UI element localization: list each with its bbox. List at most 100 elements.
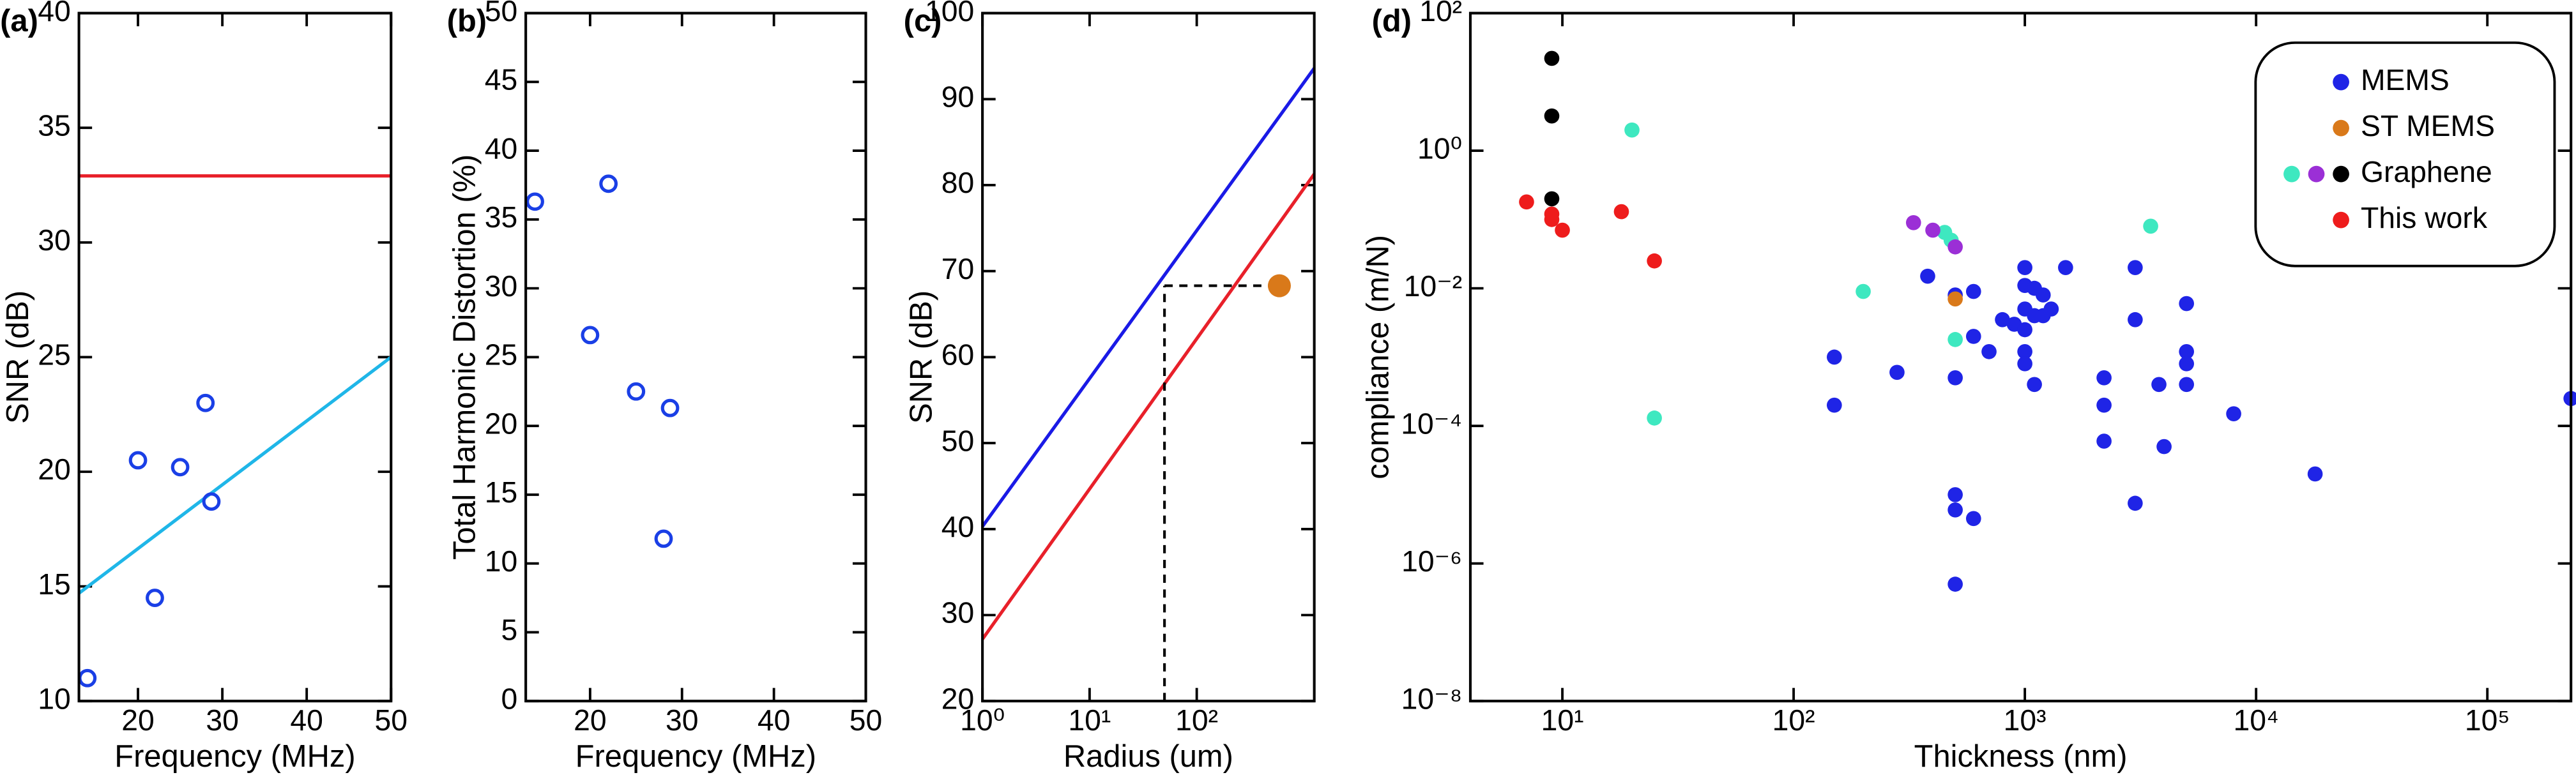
- point: [2058, 260, 2073, 276]
- point: [2156, 439, 2172, 455]
- point: [2017, 344, 2032, 359]
- y-tick-label: 30: [38, 223, 70, 257]
- y-axis-label: compliance (m/N): [1360, 235, 1395, 479]
- point: [1856, 283, 1871, 299]
- x-tick-label: 10³: [2004, 703, 2046, 737]
- y-tick-label: 20: [941, 682, 974, 715]
- point: [1544, 50, 1560, 66]
- y-tick-label: 10⁻⁶: [1401, 545, 1462, 578]
- point: [2128, 495, 2143, 511]
- point: [2027, 377, 2042, 393]
- legend-marker: [2283, 165, 2300, 183]
- y-tick-label: 35: [485, 200, 517, 234]
- point: [2128, 312, 2143, 327]
- line: [79, 356, 392, 595]
- point: [1947, 332, 1963, 347]
- legend-marker: [2333, 119, 2349, 137]
- x-axis-label: Frequency (MHz): [114, 739, 355, 774]
- x-tick-label: 10²: [1175, 703, 1218, 737]
- point: [2043, 301, 2059, 317]
- line: [982, 172, 1315, 640]
- point: [2179, 296, 2195, 312]
- x-tick-label: 30: [666, 703, 698, 737]
- y-tick-label: 40: [38, 0, 70, 27]
- point: [599, 174, 618, 193]
- point: [128, 451, 148, 470]
- y-tick-label: 80: [941, 166, 974, 199]
- y-tick-label: 25: [485, 338, 517, 372]
- point: [1947, 502, 1963, 518]
- y-tick-label: 15: [485, 476, 517, 509]
- point: [660, 398, 680, 417]
- point: [1267, 274, 1291, 297]
- point: [2151, 377, 2167, 393]
- y-tick-label: 100: [925, 0, 974, 27]
- axes-frame: [524, 11, 867, 703]
- point: [1555, 222, 1570, 238]
- axes-frame: [77, 11, 393, 703]
- point: [2179, 377, 2195, 393]
- point: [1544, 108, 1560, 124]
- x-axis-label: Radius (um): [1063, 739, 1233, 774]
- x-tick-label: 40: [758, 703, 790, 737]
- point: [1925, 222, 1940, 238]
- point: [78, 668, 97, 688]
- point: [654, 529, 673, 548]
- y-tick-label: 10: [485, 545, 517, 578]
- point: [1965, 329, 1981, 344]
- point: [1827, 349, 1842, 365]
- plot-area: [79, 174, 392, 595]
- legend-marker: [2333, 73, 2349, 91]
- point: [2096, 370, 2112, 386]
- point: [2017, 356, 2032, 372]
- y-tick-label: 40: [941, 510, 974, 543]
- y-tick-label: 70: [941, 252, 974, 285]
- y-tick-label: 20: [485, 407, 517, 440]
- point: [2035, 287, 2051, 303]
- point: [1647, 410, 1662, 426]
- y-tick-label: 10: [38, 682, 70, 715]
- panel: (b) 20 30 40 50 0 5 10 15 20 25 30 35 40 45 50 Frequency…: [447, 0, 883, 774]
- point: [581, 326, 600, 345]
- point: [2226, 406, 2241, 422]
- legend-marker: [2308, 165, 2325, 183]
- point: [146, 589, 164, 607]
- y-axis-label: SNR (dB): [1, 290, 35, 424]
- panel-label: (a): [0, 4, 38, 38]
- point: [1827, 397, 1842, 413]
- plot-area: [982, 67, 1315, 702]
- x-tick-label: 50: [850, 703, 882, 737]
- legend-marker: [2333, 211, 2349, 229]
- y-axis-label: Total Harmonic Distortion (%): [447, 154, 482, 560]
- axes-frame: [981, 11, 1316, 703]
- x-tick-label: 20: [121, 703, 154, 737]
- point: [196, 393, 215, 412]
- x-tick-label: 10¹: [1541, 703, 1584, 737]
- axes-frame: [1468, 11, 2573, 703]
- legend-box: [2254, 41, 2556, 267]
- point: [1613, 204, 1629, 220]
- x-tick-label: 10²: [1772, 703, 1815, 737]
- point: [2096, 433, 2112, 449]
- y-tick-label: 40: [485, 132, 517, 165]
- point: [2017, 322, 2032, 338]
- x-tick-label: 10⁴: [2233, 703, 2278, 737]
- point: [202, 492, 221, 511]
- point: [2143, 218, 2158, 234]
- legend-label: MEMS: [2361, 63, 2450, 96]
- y-tick-label: 10⁻⁴: [1401, 407, 1462, 440]
- point: [1947, 576, 1963, 592]
- point: [1544, 191, 1560, 207]
- y-tick-label: 90: [941, 80, 974, 114]
- y-tick-label: 25: [38, 338, 70, 372]
- panel: (d) 10¹ 10² 10³ 10⁴ 10⁵ 10⁻⁸ 10⁻⁶ 10⁻⁴ 10⁻² 10⁰ 10²…: [1360, 0, 2576, 774]
- y-tick-label: 30: [485, 269, 517, 303]
- point: [1947, 239, 1963, 255]
- point: [1947, 370, 1963, 386]
- point: [2096, 397, 2112, 413]
- x-tick-label: 10¹: [1068, 703, 1111, 737]
- y-tick-label: 10⁻²: [1404, 269, 1462, 303]
- y-tick-label: 45: [485, 63, 517, 96]
